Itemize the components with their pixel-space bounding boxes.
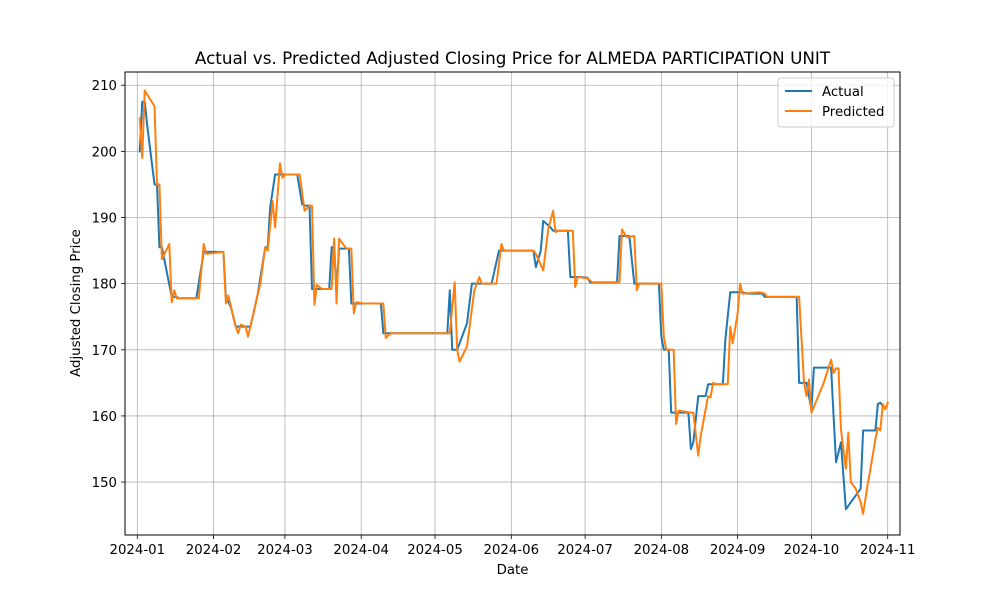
x-tick-label: 2024-05: [407, 543, 463, 558]
x-tick-label: 2024-03: [257, 543, 313, 558]
y-tick-label: 160: [92, 410, 117, 425]
legend-predicted-label: Predicted: [822, 105, 884, 120]
legend-actual-label: Actual: [822, 85, 864, 100]
y-tick-label: 190: [92, 212, 117, 227]
x-tick-label: 2024-10: [784, 543, 840, 558]
plot-area-frame: [124, 71, 901, 536]
series-line-predicted: [138, 89, 889, 515]
x-tick-label: 2024-04: [333, 543, 389, 558]
x-tick-label: 2024-11: [860, 543, 916, 558]
chart-title: Actual vs. Predicted Adjusted Closing Pr…: [195, 48, 831, 68]
y-axis-label: Adjusted Closing Price: [69, 229, 84, 377]
legend: Actual Predicted: [777, 77, 895, 128]
x-tick-label: 2024-07: [557, 543, 613, 558]
x-axis-label: Date: [497, 563, 529, 578]
x-axis: 2024-01 2024-02 2024-03 2024-04 2024-05 2024-…: [110, 535, 916, 558]
y-tick-label: 150: [92, 476, 117, 491]
y-tick-label: 200: [92, 145, 117, 160]
y-tick-label: 210: [92, 79, 117, 94]
series-line-actual: [138, 100, 885, 511]
x-tick-label: 2024-02: [186, 543, 242, 558]
y-tick-label: 180: [92, 278, 117, 293]
y-axis: 150 160 170 180 190 200 210: [92, 79, 125, 491]
x-tick-label: 2024-01: [110, 543, 166, 558]
x-tick-label: 2024-09: [710, 543, 766, 558]
y-tick-label: 170: [92, 344, 117, 359]
grid-lines: [125, 72, 900, 535]
x-tick-label: 2024-06: [483, 543, 539, 558]
series-layer: [138, 89, 889, 515]
x-tick-label: 2024-08: [634, 543, 690, 558]
